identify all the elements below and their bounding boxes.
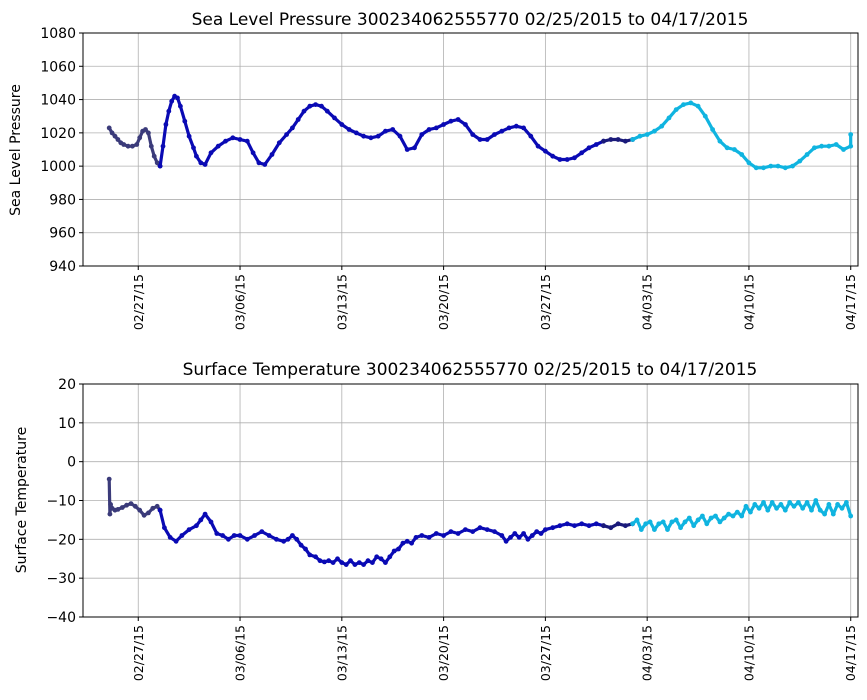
x-tick-label: 03/27/15 xyxy=(538,625,553,681)
data-segment xyxy=(149,144,156,158)
data-segment xyxy=(798,152,809,163)
series-3 xyxy=(601,521,635,531)
x-tick-label: 04/03/15 xyxy=(640,625,655,681)
data-segment xyxy=(203,151,213,167)
data-segment xyxy=(290,117,300,130)
x-tick-label: 02/27/15 xyxy=(131,274,146,330)
y-tick-label: −20 xyxy=(46,532,76,548)
y-tick-label: 10 xyxy=(58,416,76,432)
data-segment xyxy=(158,508,166,530)
plot-frame xyxy=(82,32,859,267)
data-segment xyxy=(161,122,168,148)
data-segment xyxy=(463,122,475,137)
data-segment xyxy=(805,146,817,157)
data-segment xyxy=(740,152,751,165)
x-tick-label: 03/20/15 xyxy=(436,625,451,681)
data-segment xyxy=(167,99,174,113)
x-tick-label: 03/06/15 xyxy=(233,625,248,681)
y-tick-label: 1020 xyxy=(40,126,76,142)
y-tick-label: 0 xyxy=(67,455,76,471)
data-segment xyxy=(703,114,715,132)
x-tick-label: 04/10/15 xyxy=(741,625,756,681)
series-1 xyxy=(106,125,163,169)
series-4 xyxy=(630,100,854,171)
data-segment xyxy=(277,132,289,145)
series-1 xyxy=(106,476,163,518)
data-segment xyxy=(831,502,840,516)
data-segment xyxy=(203,512,213,524)
y-tick-label: −10 xyxy=(46,494,76,510)
x-tick-label: 04/17/15 xyxy=(843,274,858,330)
data-segment xyxy=(529,134,540,148)
chart-title: Surface Temperature 300234062555770 02/2… xyxy=(183,360,758,380)
y-tick-label: 1040 xyxy=(40,93,76,109)
y-tick-label: −40 xyxy=(46,610,76,626)
y-tick-label: 1060 xyxy=(40,59,76,75)
chart-title: Sea Level Pressure 300234062555770 02/25… xyxy=(192,10,749,30)
x-tick-label: 03/06/15 xyxy=(233,274,248,330)
data-segment xyxy=(158,144,165,168)
data-segment xyxy=(263,152,274,167)
data-segment xyxy=(660,116,671,128)
x-tick-label: 02/27/15 xyxy=(131,625,146,681)
y-axis-label: Sea Level Pressure xyxy=(8,84,24,216)
data-segment xyxy=(178,104,187,123)
x-tick-label: 03/20/15 xyxy=(436,274,451,330)
data-segment xyxy=(209,520,219,536)
sea-level-pressure-chart: Sea Level Pressure 300234062555770 02/25… xyxy=(8,10,859,330)
data-segment xyxy=(696,104,707,118)
data-segment xyxy=(209,144,220,155)
data-segment xyxy=(146,131,153,148)
x-tick-label: 03/13/15 xyxy=(334,625,349,681)
y-axis-label: Surface Temperature xyxy=(14,427,30,573)
y-tick-label: 960 xyxy=(49,226,76,242)
data-segment xyxy=(521,126,533,138)
series-2 xyxy=(157,93,606,169)
x-tick-label: 03/27/15 xyxy=(538,274,553,330)
y-tick-label: 20 xyxy=(58,377,76,393)
data-segment xyxy=(183,119,191,138)
x-tick-label: 04/03/15 xyxy=(640,274,655,330)
data-segment xyxy=(332,116,344,127)
series-4 xyxy=(630,498,854,532)
y-tick-label: 1080 xyxy=(40,26,76,42)
data-segment xyxy=(718,139,729,150)
data-segment xyxy=(245,139,255,155)
data-segment xyxy=(325,109,337,120)
data-segment xyxy=(814,498,822,512)
data-segment xyxy=(398,134,409,152)
data-segment xyxy=(844,500,853,518)
data-segment xyxy=(164,109,171,127)
x-tick-label: 04/17/15 xyxy=(843,625,858,681)
data-segment xyxy=(187,134,196,150)
y-tick-label: 1000 xyxy=(40,159,76,175)
y-tick-label: 940 xyxy=(49,259,76,275)
data-segment xyxy=(412,132,424,150)
x-tick-label: 04/10/15 xyxy=(741,274,756,330)
data-segment xyxy=(270,141,281,157)
data-segment xyxy=(391,127,402,138)
data-segment xyxy=(710,127,722,143)
surface-temperature-chart: Surface Temperature 300234062555770 02/2… xyxy=(14,360,859,681)
data-segment xyxy=(667,107,678,120)
data-segment xyxy=(296,109,306,122)
x-tick-label: 03/13/15 xyxy=(334,274,349,330)
series-3 xyxy=(601,137,635,144)
data-segment xyxy=(251,151,261,165)
y-tick-label: −30 xyxy=(46,571,76,587)
y-tick-label: 980 xyxy=(49,192,76,208)
series-2 xyxy=(157,507,606,567)
data-segment xyxy=(162,526,172,540)
